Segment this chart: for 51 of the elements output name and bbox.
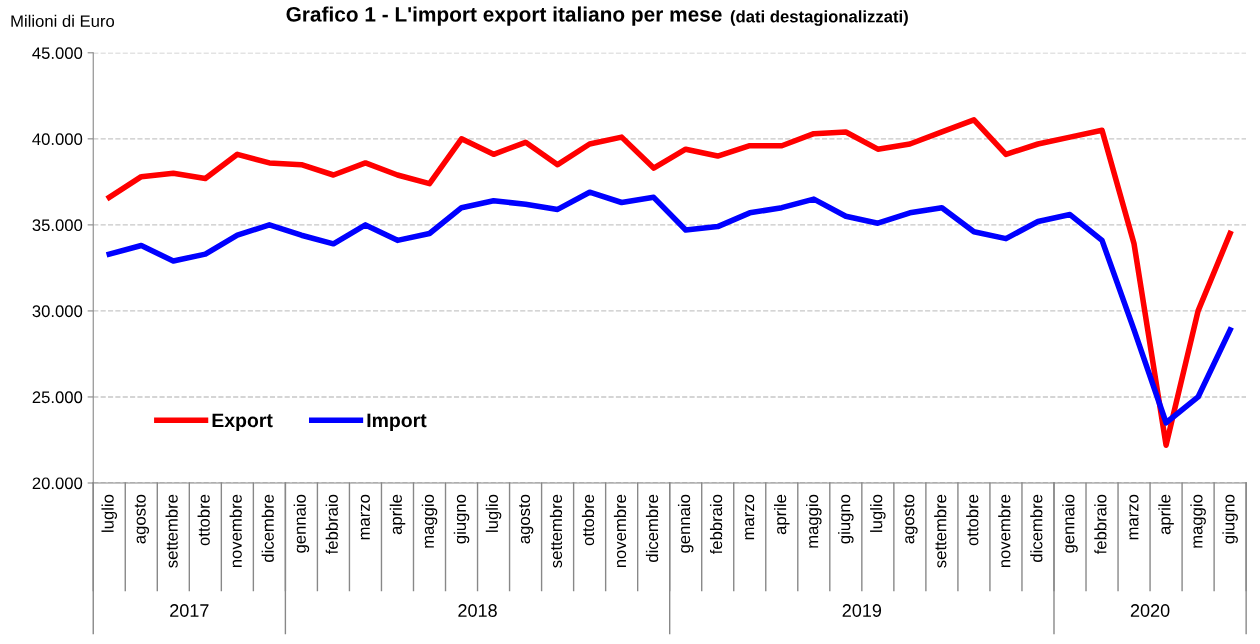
x-tick-label: gennaio: [677, 494, 694, 553]
x-tick-label: dicembre: [1030, 494, 1043, 562]
y-tick-label: 30.000: [32, 305, 83, 318]
y-axis-title: Milioni di Euro: [11, 14, 115, 28]
legend-label: Export: [212, 413, 273, 432]
x-tick-label: giugno: [838, 494, 854, 544]
y-tick-label: 35.000: [32, 219, 83, 232]
x-tick-label: aprile: [774, 494, 790, 535]
x-tick-label: giugno: [453, 494, 470, 544]
text: 2018: [458, 604, 497, 617]
chart-title: Grafico 1 - L'import export italiano per mese: [286, 6, 722, 26]
x-tick-label: maggio: [806, 494, 822, 548]
x-tick-label: febbraio: [1094, 494, 1107, 555]
y-tick-label: 25.000: [32, 391, 83, 404]
y-tick-label: 40.000: [32, 133, 83, 146]
x-tick-label: novembre: [229, 494, 242, 568]
x-tick-label: ottobre: [581, 494, 595, 546]
x-tick-label: novembre: [613, 494, 627, 568]
x-tick-label: luglio: [101, 494, 118, 532]
x-tick-label: giugno: [1222, 494, 1238, 544]
x-tick-label: settembre: [165, 494, 178, 568]
x-tick-label: aprile: [1158, 494, 1174, 535]
x-tick-label: febbraio: [709, 494, 723, 555]
x-tick-label: luglio: [485, 494, 502, 532]
x-tick-label: agosto: [903, 494, 918, 544]
x-tick-label: luglio: [870, 494, 886, 532]
x-tick-label: febbraio: [325, 494, 338, 555]
x-tick-label: dicembre: [645, 494, 659, 562]
x-tick-label: marzo: [745, 494, 755, 540]
text: 2017: [170, 604, 209, 617]
legend-label: Import: [367, 413, 427, 432]
text: 2020: [1130, 604, 1170, 617]
x-tick-label: gennaio: [293, 494, 310, 553]
x-tick-label: novembre: [998, 494, 1011, 568]
x-tick-label: marzo: [360, 494, 370, 540]
x-tick-label: agosto: [519, 494, 534, 544]
x-tick-label: ottobre: [966, 494, 979, 546]
x-tick-label: marzo: [1129, 494, 1139, 540]
x-tick-label: ottobre: [197, 494, 210, 546]
x-tick-label: dicembre: [261, 494, 274, 562]
y-tick-label: 45.000: [32, 47, 83, 60]
x-tick-label: maggio: [421, 494, 438, 548]
x-tick-label: maggio: [1190, 494, 1206, 548]
x-tick-label: agosto: [134, 494, 150, 544]
text: 2019: [842, 604, 882, 617]
x-tick-label: settembre: [934, 494, 947, 568]
chart-subtitle: (dati destagionalizzati): [730, 10, 908, 26]
x-tick-label: aprile: [389, 494, 406, 535]
x-tick-label: gennaio: [1062, 494, 1078, 553]
y-tick-label: 20.000: [32, 477, 83, 490]
x-tick-label: settembre: [549, 494, 563, 568]
